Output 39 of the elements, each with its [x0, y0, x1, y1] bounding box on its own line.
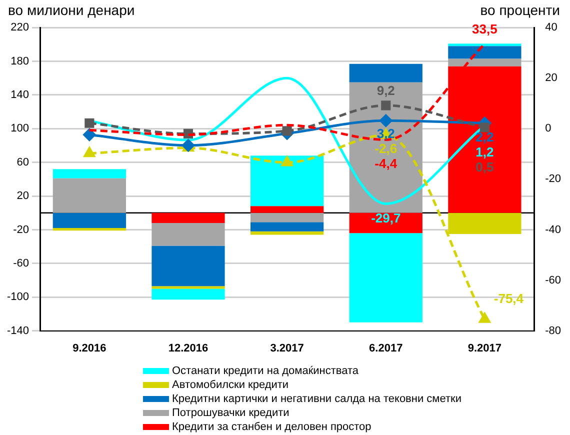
legend-label: Кредити за станбен и деловен простор: [172, 420, 372, 434]
x-tick-label: 12.2016: [168, 342, 208, 354]
y2-tick-label: 20: [545, 72, 558, 84]
data-label: 9,2: [376, 83, 395, 98]
legend-label: Кредитни картички и негативни салда на тековни сметки: [172, 392, 462, 406]
x-tick-label: 9.2017: [468, 342, 502, 354]
data-label: 0,5: [476, 160, 494, 175]
data-label: -2,6: [374, 141, 398, 156]
y-tick-label: -140: [6, 324, 30, 337]
legend-label: Останати кредити на домаќинствата: [172, 364, 359, 378]
y2-axis-title: во проценти: [480, 2, 560, 18]
x-tick-label: 6.2017: [369, 342, 403, 354]
y-tick-label: 220: [10, 22, 30, 34]
y-tick-label: 140: [10, 89, 30, 102]
y-tick-label: 60: [16, 156, 30, 168]
y2-tick-label: -40: [545, 224, 562, 236]
data-label: 3,2: [376, 126, 395, 142]
data-label: 2,2: [476, 130, 494, 145]
y2-tick-label: -60: [545, 274, 562, 286]
data-label: -75,4: [494, 290, 524, 306]
y2-tick-label: 40: [545, 22, 558, 34]
y-tick-label: 20: [16, 190, 30, 202]
x-tick-label: 9.2016: [72, 342, 106, 354]
data-label: -29,7: [371, 210, 401, 226]
y-tick-label: 100: [10, 122, 30, 135]
data-label: 33,5: [472, 22, 498, 37]
legend-label: Автомобилски кредити: [172, 378, 289, 392]
y2-tick-label: -20: [545, 173, 562, 186]
x-tick-label: 3.2017: [270, 342, 304, 354]
y2-tick-label: 0: [545, 122, 552, 135]
y-tick-label: -100: [6, 291, 30, 304]
y-tick-label: 180: [10, 55, 30, 68]
y-axis-title: во милиони денари: [8, 2, 135, 18]
y-tick-label: -20: [13, 224, 30, 236]
data-label: 1,2: [476, 144, 494, 160]
legend-label: Потрошувачки кредити: [172, 406, 290, 420]
y-tick-label: -60: [13, 257, 30, 270]
y2-tick-label: -80: [545, 324, 562, 337]
data-label: -4,4: [374, 156, 398, 172]
